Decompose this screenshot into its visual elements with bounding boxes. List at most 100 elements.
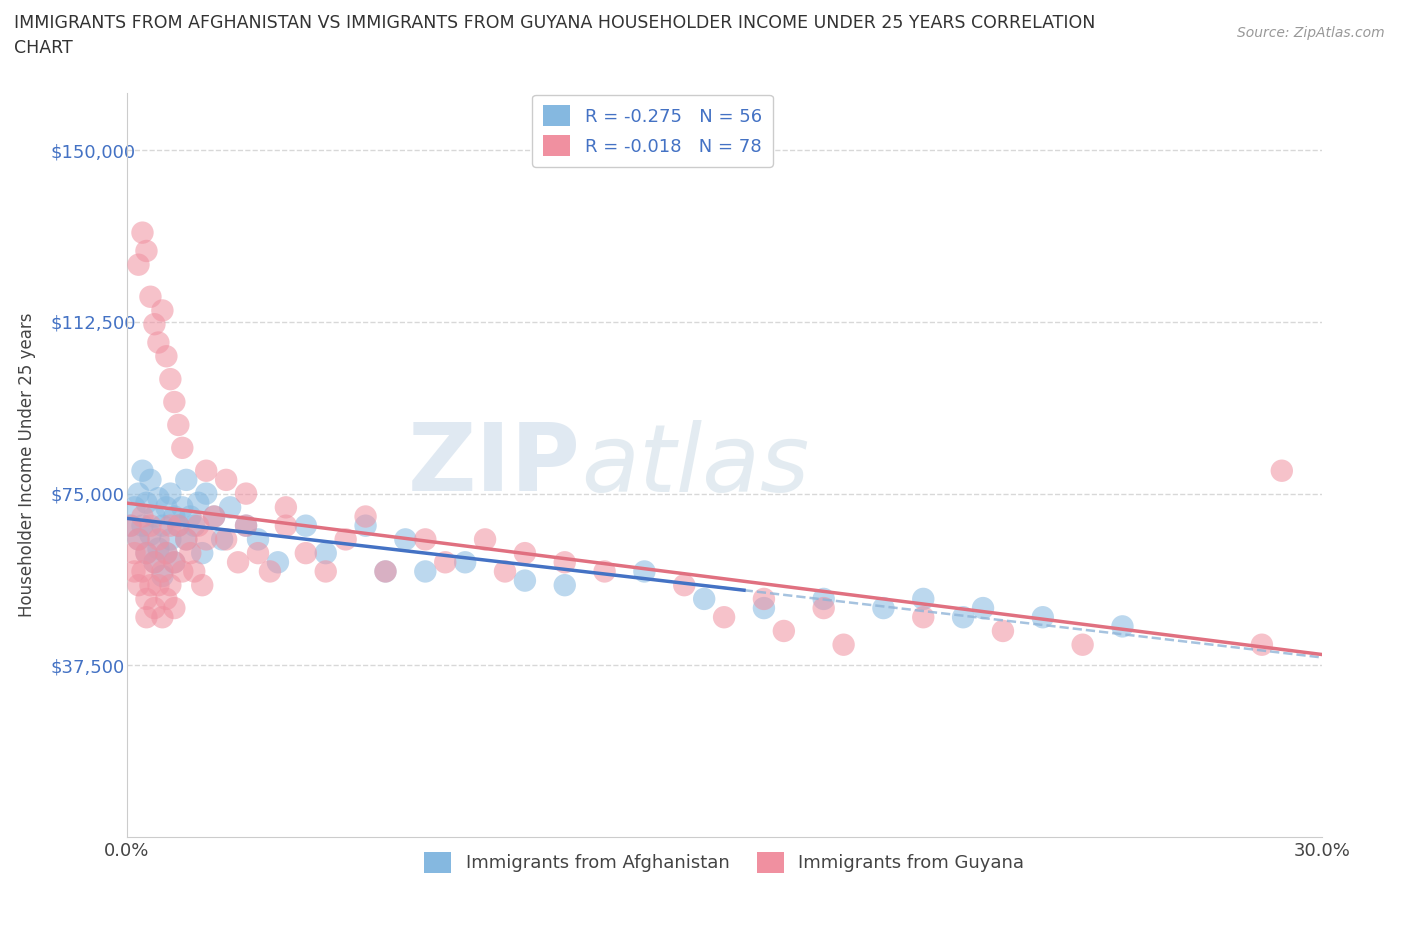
Point <box>124 546 146 561</box>
Point <box>219 500 242 515</box>
Point <box>155 349 177 364</box>
Point <box>474 532 496 547</box>
Point <box>294 518 316 533</box>
Point <box>183 518 205 533</box>
Point <box>1271 463 1294 478</box>
Y-axis label: Householder Income Under 25 years: Householder Income Under 25 years <box>18 312 37 618</box>
Point <box>235 518 257 533</box>
Point <box>202 509 225 524</box>
Point <box>972 601 994 616</box>
Point <box>135 546 157 561</box>
Point <box>124 564 146 578</box>
Point <box>354 518 377 533</box>
Point <box>187 518 209 533</box>
Point <box>912 591 935 606</box>
Point <box>1111 619 1133 634</box>
Point <box>167 518 190 533</box>
Point <box>172 564 194 578</box>
Point <box>813 601 835 616</box>
Point <box>159 486 181 501</box>
Text: CHART: CHART <box>14 39 73 57</box>
Point <box>139 578 162 592</box>
Point <box>135 546 157 561</box>
Point <box>131 509 153 524</box>
Point <box>174 472 197 487</box>
Point <box>163 601 186 616</box>
Point <box>593 564 616 578</box>
Text: atlas: atlas <box>581 419 808 511</box>
Point <box>135 496 157 511</box>
Point <box>174 532 197 547</box>
Point <box>120 518 142 533</box>
Point <box>150 610 174 625</box>
Point <box>150 564 174 578</box>
Point <box>912 610 935 625</box>
Point <box>143 601 166 616</box>
Point <box>172 500 194 515</box>
Point <box>127 532 149 547</box>
Point <box>127 258 149 272</box>
Point <box>752 591 775 606</box>
Point <box>163 509 186 524</box>
Point <box>413 564 436 578</box>
Point <box>139 472 162 487</box>
Point <box>174 532 197 547</box>
Point <box>139 289 162 304</box>
Point <box>191 578 214 592</box>
Point <box>991 623 1014 638</box>
Point <box>135 244 157 259</box>
Point <box>195 486 218 501</box>
Point <box>673 578 696 592</box>
Point <box>274 518 297 533</box>
Point <box>143 317 166 332</box>
Point <box>131 564 153 578</box>
Point <box>135 591 157 606</box>
Point <box>148 532 170 547</box>
Point <box>374 564 396 578</box>
Point <box>813 591 835 606</box>
Point <box>354 509 377 524</box>
Point <box>163 555 186 570</box>
Point <box>131 463 153 478</box>
Point <box>179 546 201 561</box>
Point <box>155 500 177 515</box>
Point <box>434 555 457 570</box>
Point <box>163 394 186 409</box>
Point <box>413 532 436 547</box>
Point <box>247 532 270 547</box>
Point <box>127 532 149 547</box>
Point <box>454 555 477 570</box>
Point <box>179 509 201 524</box>
Point <box>120 518 142 533</box>
Point <box>148 491 170 506</box>
Point <box>394 532 416 547</box>
Point <box>215 472 238 487</box>
Point <box>513 573 536 588</box>
Point <box>172 441 194 456</box>
Point <box>554 555 576 570</box>
Point <box>191 546 214 561</box>
Point <box>633 564 655 578</box>
Point <box>315 564 337 578</box>
Point <box>952 610 974 625</box>
Point <box>1250 637 1272 652</box>
Point <box>315 546 337 561</box>
Point <box>247 546 270 561</box>
Point <box>1071 637 1094 652</box>
Point <box>235 518 257 533</box>
Point <box>148 335 170 350</box>
Point <box>167 518 190 533</box>
Point <box>135 610 157 625</box>
Point <box>872 601 894 616</box>
Point <box>155 591 177 606</box>
Point <box>163 555 186 570</box>
Point <box>693 591 716 606</box>
Point <box>159 518 181 533</box>
Legend: Immigrants from Afghanistan, Immigrants from Guyana: Immigrants from Afghanistan, Immigrants … <box>418 844 1031 880</box>
Point <box>143 555 166 570</box>
Point <box>167 418 190 432</box>
Point <box>148 541 170 556</box>
Point <box>335 532 357 547</box>
Point <box>127 578 149 592</box>
Point <box>155 546 177 561</box>
